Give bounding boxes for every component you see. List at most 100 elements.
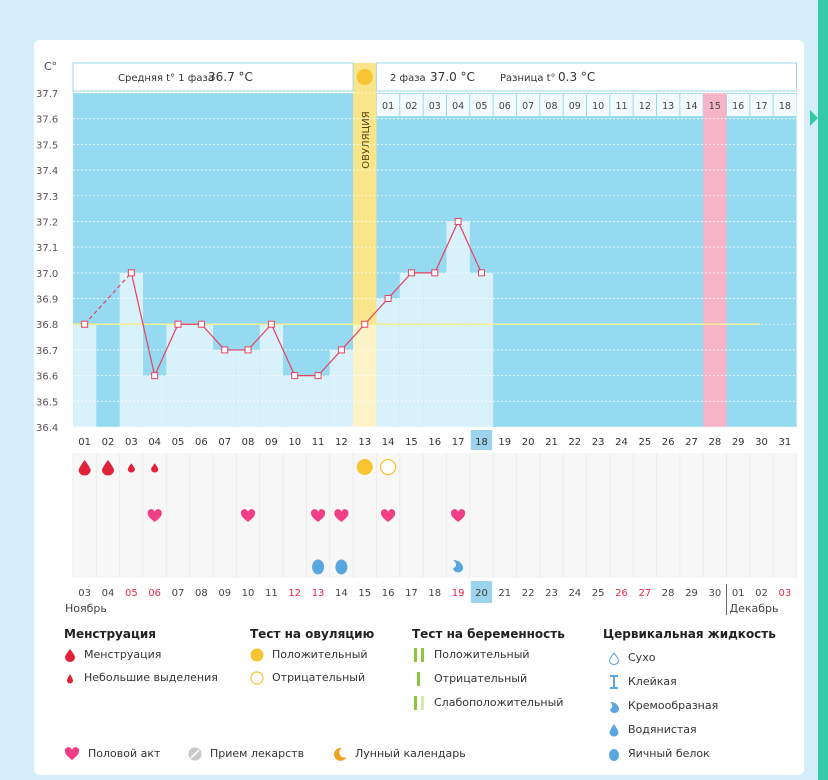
phase2-day-label: 05 [475,101,487,112]
temp-line-segment [457,221,482,274]
ovtest-positive-icon [356,459,373,475]
ovtest-negative-icon [379,458,397,476]
y-tick-label: 36.6 [36,372,58,383]
x-tick-label: 26 [662,437,675,448]
phase2-day-cell [376,94,400,116]
phase2-day-cell [773,94,797,116]
phase1-value: 36.7 °C [208,70,253,84]
diff-value: 0.3 °C [558,70,595,84]
legend-menstruation[interactable]: Менструация [64,648,161,662]
temp-point [197,320,205,328]
x-tick-label: 10 [288,437,301,448]
yellow-ring-icon [250,671,264,685]
phase2-day-label: 08 [545,101,557,112]
x-tick-label: 15 [405,437,418,448]
legend-lunar[interactable]: Лунный календарь [333,747,466,761]
calendar-date-label: 03 [779,588,792,599]
temp-bar [213,349,237,427]
temp-point [361,320,369,328]
x-tick-label: 23 [592,437,605,448]
legend-mucus-dry[interactable]: Сухо [608,651,655,665]
phase2-label: 2 фаза [390,73,426,84]
month-right-label: Декабрь [730,602,779,615]
x-tick-label: 08 [242,437,255,448]
y-axis-unit: C° [44,60,57,73]
y-tick-label: 36.7 [36,346,58,357]
menstruation-drop-icon [102,460,115,476]
legend-mucus-creamy[interactable]: Кремообразная [608,699,718,713]
y-tick-label: 37.3 [36,192,58,203]
month-left-label: Ноябрь [65,602,107,615]
legend-pregtest-negative[interactable]: Отрицательный [412,672,527,686]
x-tick-label: 05 [172,437,185,448]
legend-pregtest-title: Тест на беременность [412,627,565,641]
phase2-day-label: 04 [452,101,464,112]
calendar-date-label: 12 [288,588,301,599]
phase2-day-cell [657,94,680,116]
legend-ovtest-negative[interactable]: Отрицательный [250,671,365,685]
y-tick-label: 37.1 [36,243,58,254]
legend-mucus-eggwhite[interactable]: Яичный белок [608,747,710,761]
legend-ovtest-positive[interactable]: Положительный [250,648,368,662]
markers-area [73,453,797,578]
y-tick-label: 36.5 [36,397,58,408]
temp-point [267,320,275,328]
calendar-date-label: 09 [218,588,231,599]
ovulation-vertical-label: ОВУЛЯЦИЯ [361,111,372,169]
temp-line-segment [270,323,296,376]
heart-icon [64,747,80,760]
x-tick-label: 04 [148,437,161,448]
calendar-date-label: 14 [335,588,348,599]
legend-mucus-title: Цервикальная жидкость [603,627,776,641]
y-tick-label: 37.5 [36,140,58,151]
temp-bar [73,324,97,427]
x-tick-label: 03 [125,437,138,448]
phase2-day-cell [586,94,610,116]
x-tick-label: 18 [475,437,488,448]
legend-intercourse[interactable]: Половой акт [64,747,160,761]
temp-point [221,346,229,354]
legend-mucus-watery[interactable]: Водянистая [608,723,697,737]
x-tick-label: 06 [195,437,208,448]
x-tick-label: 13 [358,437,371,448]
calendar-date-label: 28 [662,588,675,599]
phase2-day-label: 12 [639,101,651,112]
temp-bar [353,324,377,427]
temp-line-segment [130,272,156,376]
legend-pregtest-weak[interactable]: Слабоположительный [412,696,563,710]
temp-line-segment [247,323,272,351]
legend-mucus-sticky[interactable]: Клейкая [608,675,677,689]
phase2-header-box [375,62,798,92]
temp-line-segment [84,272,132,325]
legend-pregtest-positive[interactable]: Положительный [412,648,530,662]
temp-point [151,372,159,380]
water-drop-icon [609,724,619,737]
temp-point [477,269,485,277]
calendar-date-label: 03 [78,588,91,599]
temp-bar [236,349,260,427]
legend-medication[interactable]: Прием лекарств [188,747,304,761]
y-tick-label: 36.8 [36,320,58,331]
phase2-day-cell [563,94,586,116]
x-tick-label: 28 [708,437,721,448]
temp-point [127,269,135,277]
calendar-date-label: 07 [172,588,185,599]
legend-light-discharge[interactable]: Небольшие выделения [64,671,218,685]
y-tick-label: 36.4 [36,423,58,434]
small-blood-drop-icon [67,674,73,684]
temp-bar [259,324,284,427]
calendar-date-label: 01 [732,588,745,599]
right-arrow-icon[interactable] [810,110,818,126]
phase2-day-cell [750,94,773,116]
phase2-day-cell [400,94,423,116]
phase2-day-label: 01 [382,101,394,112]
temp-point [174,320,182,328]
temp-point [81,320,89,328]
x-tick-label: 11 [312,437,325,448]
intercourse-heart-icon [451,509,466,522]
calendar-date-label: 10 [242,588,255,599]
x-tick-label: 30 [755,437,768,448]
mucus-creamy-icon [453,560,464,573]
x-tick-label: 20 [522,437,535,448]
eggwhite-drop-icon [609,749,619,761]
